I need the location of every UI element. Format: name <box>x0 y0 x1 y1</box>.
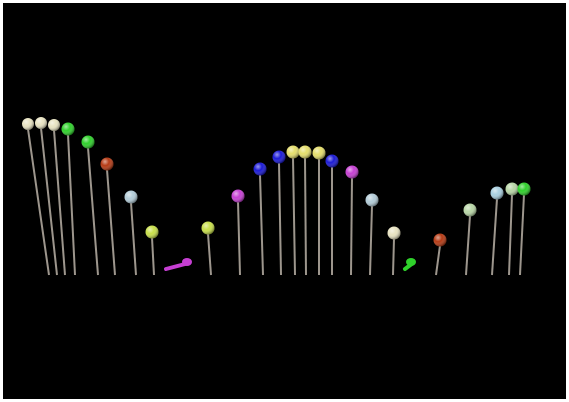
pin-head-shading-12 <box>253 162 267 176</box>
pin-stem-19 <box>369 205 373 276</box>
pin-stem-1 <box>27 128 50 276</box>
pin-head-shading-4 <box>61 122 75 136</box>
pin-wave-scene <box>3 3 566 399</box>
pin-head-shading-11 <box>231 189 245 203</box>
pin-stem-7 <box>130 202 137 276</box>
pin-head-shading-25 <box>505 182 519 196</box>
photo-frame <box>3 3 566 399</box>
pin-head-shading-5 <box>81 135 95 149</box>
pin-stem-26 <box>519 194 525 276</box>
pin-head-shading-15 <box>298 145 312 159</box>
pin-head-shading-23 <box>463 203 477 217</box>
pin-head-shading-3 <box>48 119 60 131</box>
pin-stem-20 <box>392 238 395 276</box>
pin-stem-22 <box>435 245 441 276</box>
pin-head-shading-8 <box>145 225 159 239</box>
pin-head-shading-20 <box>387 226 401 240</box>
pin-head-shading-26 <box>517 182 531 196</box>
pin-head-shading-16 <box>312 146 326 160</box>
background <box>3 3 566 399</box>
pin-head-shading-7 <box>124 190 138 204</box>
pin-stem-13 <box>278 162 282 276</box>
pin-stem-11 <box>237 201 241 276</box>
pin-stem-14 <box>292 157 296 276</box>
pin-stem-8 <box>151 237 155 276</box>
pin-head-shading-22 <box>433 233 447 247</box>
pin-stem-3 <box>53 129 66 276</box>
pin-head-shading-2 <box>35 117 47 129</box>
pin-head-shading-19 <box>365 193 379 207</box>
pin-head-shading-24 <box>490 186 504 200</box>
pin-head-shading-13 <box>272 150 286 164</box>
pin-stem-23 <box>465 215 471 276</box>
pin-head-shading-10 <box>201 221 215 235</box>
pin-stem-25 <box>508 194 513 276</box>
pin-stem-15 <box>304 157 307 276</box>
pin-stem-18 <box>350 177 353 276</box>
pin-head-shading-14 <box>286 145 300 159</box>
pin-head-shading-1 <box>22 118 34 130</box>
pin-stem-10 <box>207 233 212 276</box>
fallen-pin-head-9 <box>182 258 192 266</box>
pin-stem-6 <box>106 169 116 276</box>
pin-head-shading-17 <box>325 154 339 168</box>
pin-stem-24 <box>491 198 498 276</box>
heads-layer <box>22 117 531 266</box>
pin-head-shading-18 <box>345 165 359 179</box>
stems-layer <box>27 127 525 276</box>
pin-head-shading-6 <box>100 157 114 171</box>
pin-stem-2 <box>40 127 58 276</box>
pin-stem-12 <box>259 174 264 276</box>
pin-stem-4 <box>67 134 76 276</box>
pin-stem-5 <box>87 147 99 276</box>
fallen-pin-head-21 <box>406 258 416 266</box>
